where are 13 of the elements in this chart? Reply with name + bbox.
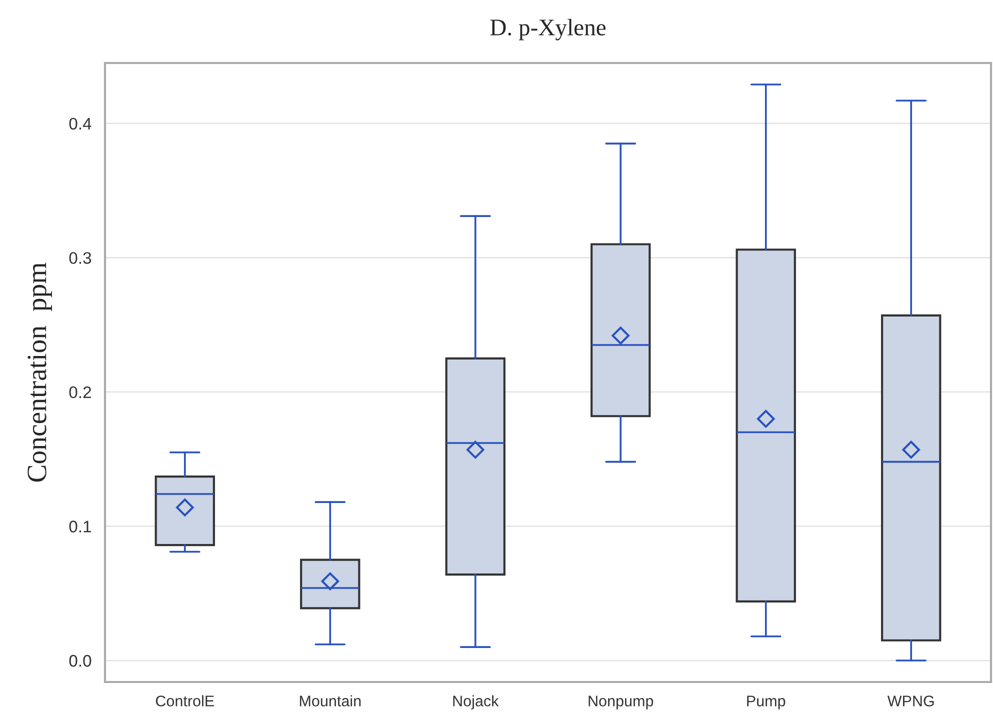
x-tick-label: Mountain xyxy=(300,695,361,706)
y-axis-title: Concentration ppm xyxy=(28,262,52,482)
y-tick-label: 0.0 xyxy=(69,654,92,667)
x-tick-label: WPNG xyxy=(887,696,934,706)
chart-title: D. p-Xylene xyxy=(490,18,606,40)
y-tick-label: 0.1 xyxy=(69,520,91,532)
y-tick-label: 0.3 xyxy=(69,252,92,264)
x-tick-label: Pump xyxy=(747,696,786,710)
y-tick-label: 0.4 xyxy=(69,118,92,130)
x-tick-label: ControlE xyxy=(156,695,214,706)
x-tick-label: Nonpump xyxy=(588,696,654,710)
x-tick-label: Nojack xyxy=(453,695,499,710)
y-tick-label: 0.2 xyxy=(69,386,91,398)
